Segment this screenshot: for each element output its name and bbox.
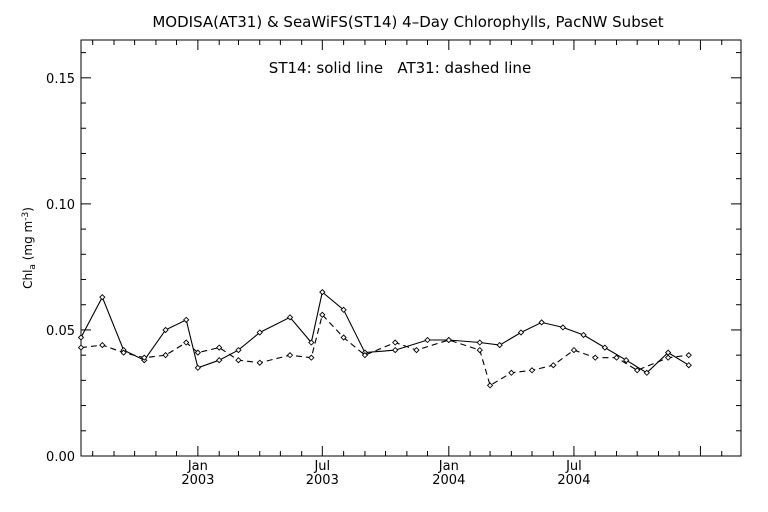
- data-point-st14: [623, 357, 630, 364]
- data-point-at31: [445, 336, 452, 344]
- chart-title: MODISA(AT31) & SeaWiFS(ST14) 4–Day Chlor…: [152, 13, 663, 31]
- data-point-st14: [183, 316, 190, 323]
- data-point-st14: [216, 357, 223, 364]
- data-point-st14: [538, 319, 545, 326]
- data-point-at31: [613, 354, 620, 361]
- data-point-st14: [77, 334, 85, 341]
- data-point-st14: [580, 331, 587, 339]
- data-point-at31: [319, 311, 326, 318]
- plot-frame: [80, 39, 742, 457]
- data-point-at31: [235, 357, 242, 364]
- data-point-st14: [685, 362, 692, 369]
- data-point-at31: [286, 352, 294, 359]
- data-point-at31: [183, 339, 190, 346]
- data-point-at31: [141, 354, 148, 361]
- x-tick-month-label: Jan: [438, 459, 459, 474]
- series-line-at31: [80, 313, 689, 387]
- data-point-st14: [601, 344, 609, 351]
- data-point-at31: [476, 346, 483, 354]
- data-point-st14: [476, 339, 483, 346]
- data-point-at31: [664, 354, 672, 361]
- data-point-at31: [392, 339, 399, 346]
- data-point-at31: [508, 369, 515, 376]
- data-point-at31: [194, 349, 202, 356]
- y-tick-label: 0.10: [46, 198, 75, 213]
- data-point-at31: [528, 367, 536, 374]
- data-point-st14: [496, 341, 503, 349]
- data-point-at31: [216, 344, 223, 351]
- y-label-main: Chl: [21, 270, 35, 289]
- y-tick-label: 0.00: [46, 450, 75, 465]
- y-label-close: ): [21, 207, 35, 212]
- data-point-st14: [517, 329, 525, 336]
- data-point-st14: [194, 364, 202, 371]
- series-line-st14: [80, 291, 690, 374]
- data-point-at31: [361, 352, 369, 359]
- data-point-st14: [340, 306, 347, 313]
- x-tick-year-label: 2004: [557, 473, 590, 488]
- y-tick-label: 0.15: [46, 72, 75, 87]
- data-point-st14: [559, 324, 567, 331]
- data-point-at31: [308, 354, 315, 361]
- data-point-at31: [550, 362, 557, 369]
- y-axis: 0.00 0.05 0.10 0.15: [46, 52, 741, 465]
- data-point-st14: [99, 294, 106, 301]
- x-tick-year-label: 2004: [432, 473, 465, 488]
- data-point-st14: [235, 346, 242, 354]
- series-layer: [77, 288, 692, 389]
- data-point-st14: [256, 329, 263, 336]
- data-point-at31: [634, 367, 641, 374]
- x-tick-month-label: Jul: [313, 459, 330, 474]
- data-point-st14: [286, 314, 294, 321]
- data-point-at31: [99, 341, 106, 349]
- data-point-at31: [685, 352, 692, 359]
- data-point-st14: [392, 346, 399, 354]
- x-tick-year-label: 2003: [306, 473, 339, 488]
- x-tick-month-label: Jan: [187, 459, 208, 474]
- data-point-st14: [643, 369, 650, 376]
- data-point-at31: [120, 349, 127, 356]
- y-label-subscript: a: [28, 264, 38, 270]
- data-point-at31: [162, 352, 169, 359]
- y-axis-label: Chla (mg m-3): [21, 207, 38, 289]
- data-point-st14: [308, 339, 315, 346]
- chart-annotation: ST14: solid line AT31: dashed line: [269, 59, 531, 77]
- data-point-at31: [413, 346, 420, 354]
- data-point-at31: [570, 346, 578, 354]
- data-point-at31: [77, 344, 85, 351]
- y-tick-label: 0.05: [46, 324, 75, 339]
- data-point-st14: [424, 336, 431, 344]
- data-point-st14: [319, 288, 326, 296]
- x-tick-year-label: 2003: [181, 473, 214, 488]
- x-tick-month-label: Jul: [565, 459, 582, 474]
- data-point-st14: [162, 326, 169, 334]
- data-point-at31: [340, 334, 347, 341]
- data-point-at31: [592, 354, 599, 361]
- y-label-superscript: -3: [21, 212, 31, 221]
- y-label-unit: (mg m: [21, 221, 35, 264]
- data-point-at31: [486, 382, 494, 389]
- data-point-at31: [256, 359, 263, 366]
